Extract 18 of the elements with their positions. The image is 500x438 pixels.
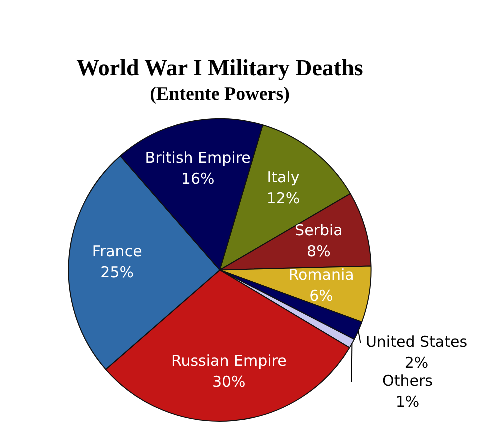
data-label: 25% (100, 264, 134, 282)
slice-label: France (92, 242, 142, 261)
slice-label: British Empire (145, 149, 251, 168)
chart-subtitle: (Entente Powers) (150, 84, 290, 105)
data-label: 30% (212, 373, 246, 392)
slice-label: Romania (288, 266, 354, 284)
slice-label: Russian Empire (171, 352, 287, 370)
data-label: 2% (404, 354, 429, 372)
slice-label: Others (382, 372, 434, 390)
data-label: 1% (396, 393, 420, 412)
chart-title: World War I Military Deaths (76, 56, 364, 81)
data-label: 6% (310, 287, 334, 306)
slice-label: Serbia (295, 221, 343, 240)
data-label: 16% (181, 170, 215, 188)
slice-label: United States (366, 333, 468, 352)
slice-label: Italy (267, 168, 300, 187)
data-label: 12% (266, 190, 300, 208)
data-label: 8% (307, 242, 331, 260)
